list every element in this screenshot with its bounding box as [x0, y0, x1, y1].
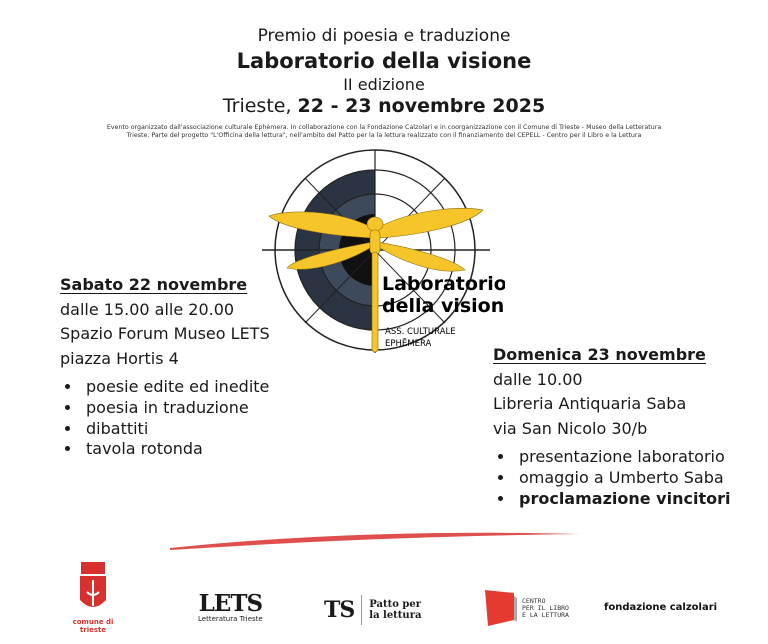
logo-sub-2: EPHĒMERA — [385, 338, 432, 349]
list-item: poesie edite ed inedite — [82, 377, 270, 398]
city: Trieste, — [222, 95, 292, 117]
dates: 22 - 23 novembre 2025 — [297, 95, 546, 117]
patto-lettura-logo: TS Patto per la lettura — [324, 595, 421, 625]
saturday-block: Sabato 22 novembre dalle 15.00 alle 20.0… — [60, 273, 270, 460]
lets-wordmark: LETS — [198, 590, 263, 617]
lets-subtitle: Letteratura Trieste — [198, 615, 263, 623]
comune-label: comune di trieste — [72, 618, 114, 634]
dragonfly-icon — [268, 208, 484, 353]
cepell-line-2: PER IL LIBRO — [522, 603, 569, 612]
trieste-shield-icon — [80, 562, 106, 607]
dragonfly-logo: Laboratorio della visione ASS. CULTURALE… — [262, 149, 505, 353]
sunday-list: presentazione laboratorio omaggio a Umbe… — [493, 447, 730, 509]
red-brushstroke — [170, 532, 580, 550]
cepell-logo: CENTRO PER IL LIBRO E LA LETTURA — [484, 590, 569, 626]
event-dates: Trieste, 22 - 23 novembre 2025 — [0, 95, 768, 117]
cepell-line-3: E LA LETTURA — [522, 610, 569, 619]
saturday-venue: Spazio Forum Museo LETS — [60, 324, 270, 343]
sunday-time: dalle 10.00 — [493, 369, 583, 389]
credits-line-1: Evento organizzato dall'associazione cul… — [106, 124, 662, 131]
list-item: poesia in traduzione — [82, 398, 270, 419]
credits-line-2: Trieste. Parte del progetto "L'Officina … — [126, 131, 642, 139]
saturday-heading: Sabato 22 novembre — [60, 275, 248, 294]
edition: II edizione — [343, 75, 425, 94]
event-title: Laboratorio della visione — [236, 49, 532, 73]
saturday-address: piazza Hortis 4 — [60, 348, 179, 368]
patto-line-1: Patto per — [369, 599, 422, 610]
sunday-venue: Libreria Antiquaria Saba — [493, 394, 687, 413]
list-item: dibattiti — [82, 419, 270, 440]
patto-text: Patto per la lettura — [369, 599, 421, 621]
patto-line-2: la lettura — [369, 610, 422, 621]
cepell-book-icon — [485, 590, 517, 626]
sunday-address: via San Nicolo 30/b — [493, 418, 648, 438]
fondazione-calzolari-logo: fondazione calzolari — [604, 602, 718, 613]
credits: Evento organizzato dall'associazione cul… — [40, 124, 728, 139]
logo-title-2: della visione — [382, 295, 505, 317]
lets-logo: LETS Letteratura Trieste — [198, 590, 263, 623]
prize-title: Premio di poesia e traduzione — [257, 26, 511, 46]
list-item: proclamazione vincitori — [515, 489, 730, 510]
list-item: presentazione laboratorio — [515, 447, 730, 468]
ts-wordmark: TS — [324, 597, 355, 623]
logo-title-1: Laboratorio — [382, 273, 505, 295]
logo-sub-1: ASS. CULTURALE — [385, 327, 456, 337]
sunday-block: Domenica 23 novembre dalle 10.00 Libreri… — [493, 343, 730, 509]
cepell-text: CENTRO PER IL LIBRO E LA LETTURA — [522, 596, 569, 619]
sunday-heading: Domenica 23 novembre — [493, 345, 706, 364]
cepell-line-1: CENTRO — [522, 596, 546, 605]
list-item: omaggio a Umberto Saba — [515, 468, 730, 489]
saturday-time: dalle 15.00 alle 20.00 — [60, 299, 235, 319]
saturday-list: poesie edite ed inedite poesia in traduz… — [60, 377, 270, 460]
list-item: tavola rotonda — [82, 439, 270, 460]
comune-trieste-logo: comune di trieste — [68, 562, 118, 634]
